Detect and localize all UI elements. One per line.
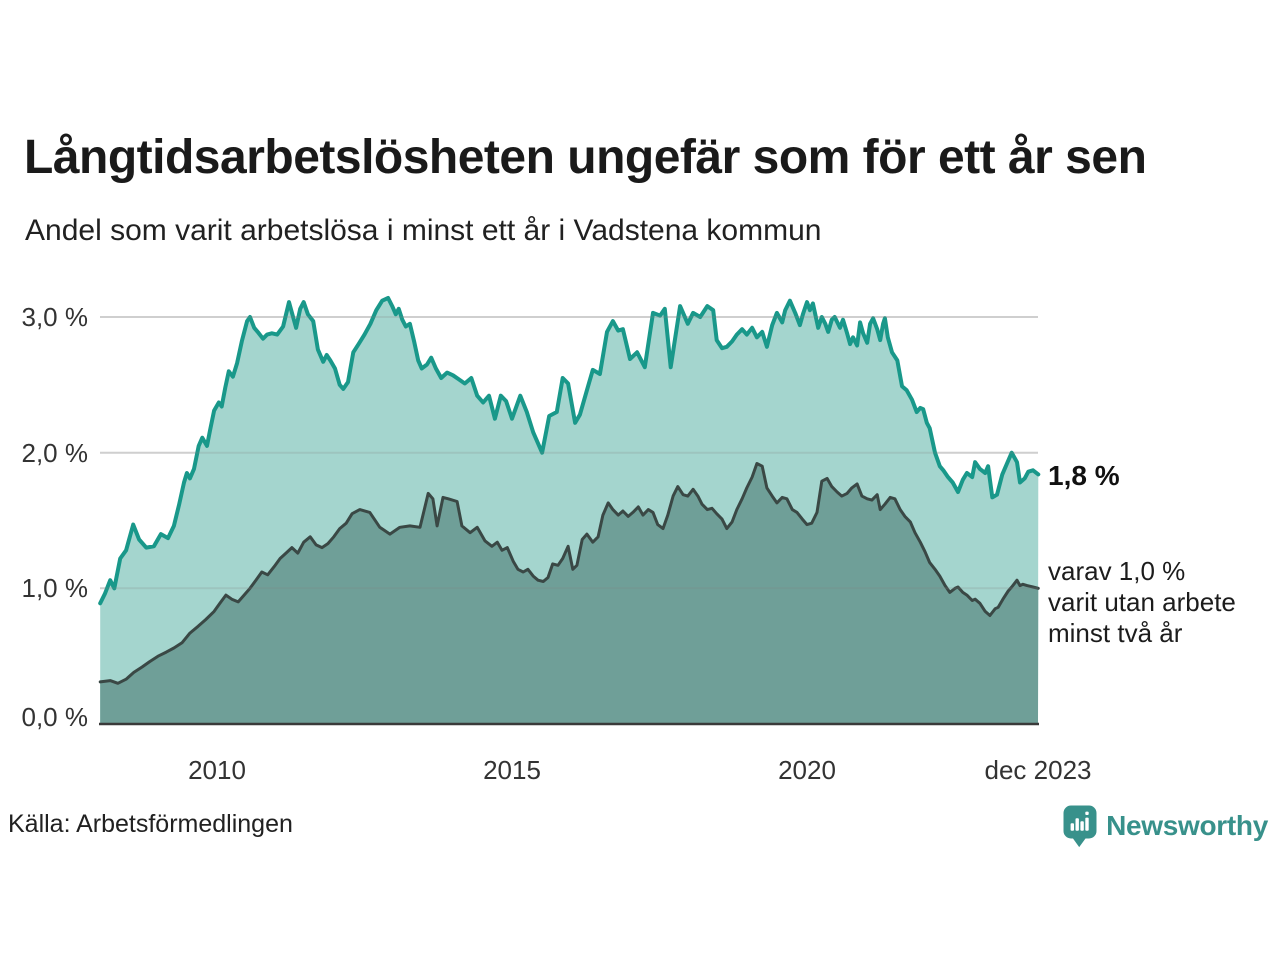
newsworthy-logo-icon — [1063, 805, 1097, 848]
end-note-line-2: varit utan arbete — [1048, 587, 1236, 617]
y-tick-0: 0,0 % — [21, 702, 89, 732]
series-line-arbetslosa-minst-ett-ar — [98, 296, 1041, 606]
source-credit: Källa: Arbetsförmedlingen — [8, 810, 293, 838]
end-note-line-3: minst två år — [1048, 618, 1183, 648]
page-title: Långtidsarbetslösheten ungefär som för e… — [24, 131, 1147, 184]
end-note-label: varav 1,0 % varit utan arbete minst två … — [1048, 556, 1236, 649]
x-tick-2015: 2015 — [483, 755, 541, 785]
y-tick-2: 2,0 % — [21, 438, 89, 468]
newsworthy-brand[interactable]: Newsworthy — [1063, 804, 1268, 848]
series-area-varav-utan-arbete-minst-tva-ar — [100, 463, 1039, 724]
series-line-varav-utan-arbete-minst-tva-ar — [98, 462, 1040, 685]
x-tick-2010: 2010 — [188, 755, 246, 785]
end-note-line-1: varav 1,0 % — [1048, 556, 1186, 586]
y-tick-3: 3,0 % — [21, 302, 89, 332]
y-tick-1: 1,0 % — [21, 573, 89, 603]
page-subtitle: Andel som varit arbetslösa i minst ett å… — [25, 214, 822, 247]
end-value-label: 1,8 % — [1048, 460, 1120, 491]
x-tick-dec2023: dec 2023 — [984, 755, 1092, 785]
x-tick-2020: 2020 — [778, 755, 836, 785]
newsworthy-brand-name: Newsworthy — [1106, 810, 1268, 841]
